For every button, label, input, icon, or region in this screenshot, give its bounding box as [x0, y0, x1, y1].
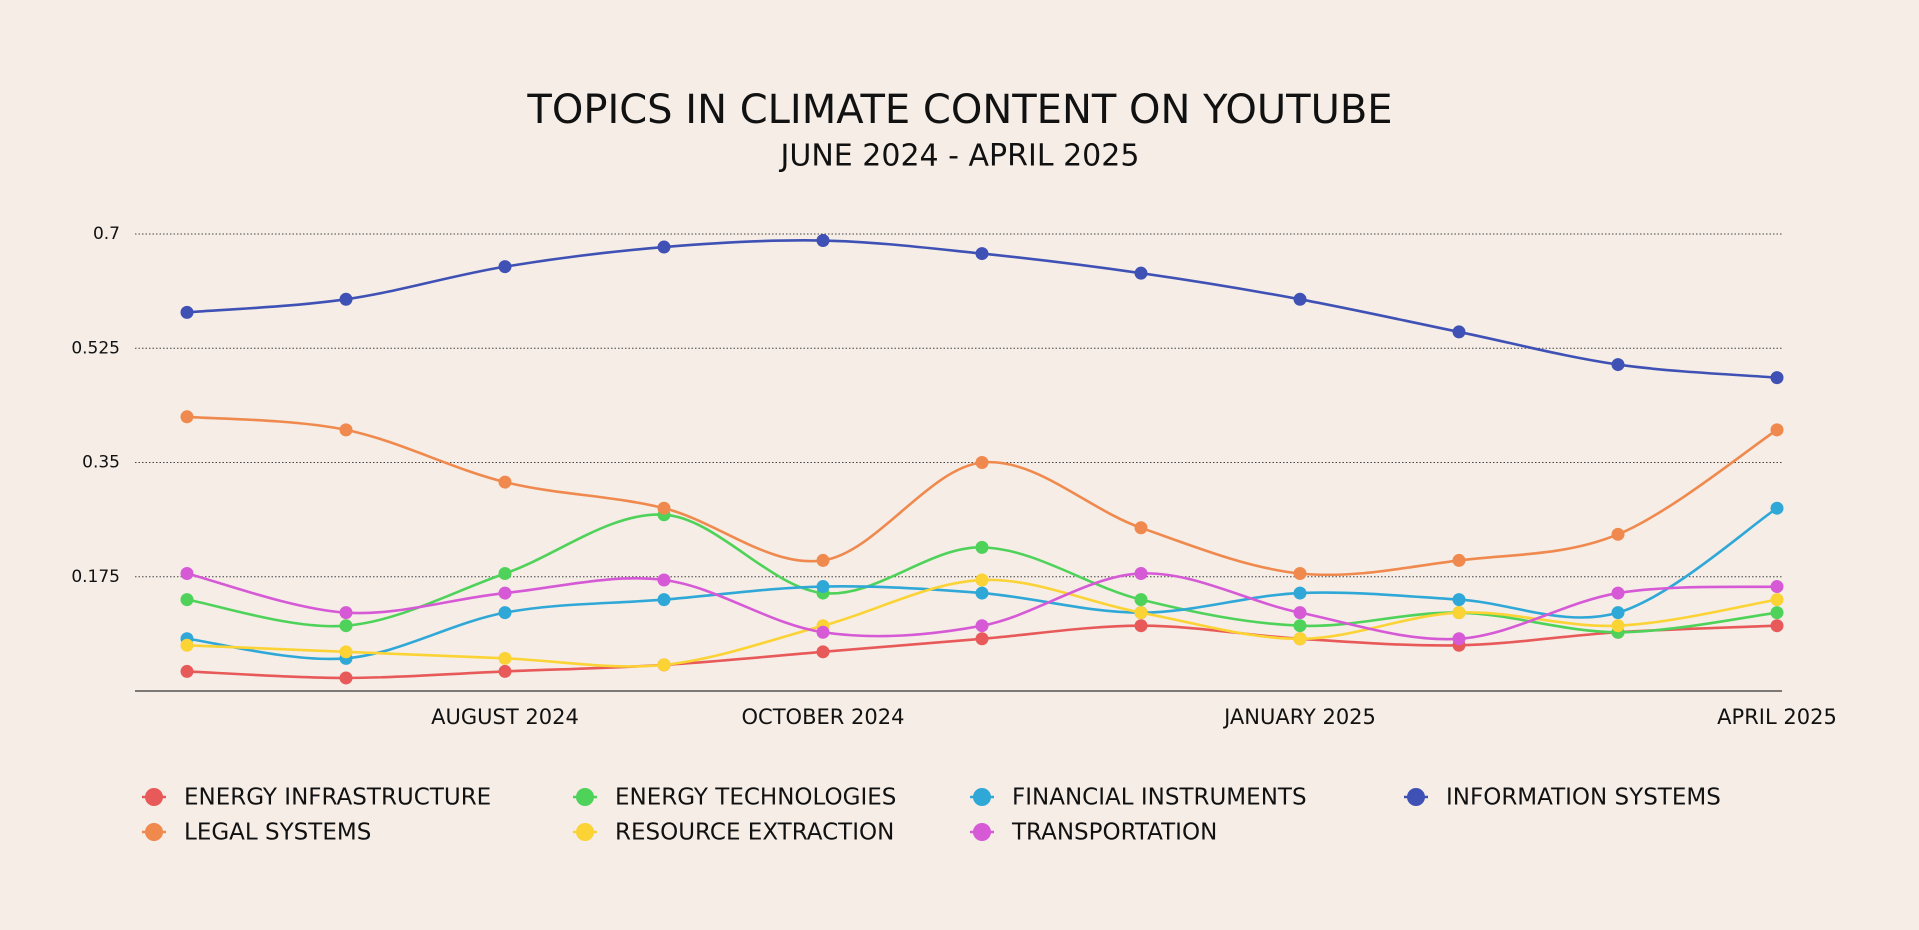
data-point — [339, 671, 353, 685]
x-tick-label: APRIL 2025 — [1717, 705, 1837, 729]
data-point — [498, 664, 512, 678]
data-point — [1293, 606, 1307, 620]
data-point — [1770, 619, 1784, 633]
data-point — [975, 573, 989, 587]
x-tick-label: AUGUST 2024 — [431, 705, 579, 729]
data-point — [657, 501, 671, 515]
legend-label: RESOURCE EXTRACTION — [615, 820, 894, 846]
data-point — [498, 475, 512, 489]
data-point — [180, 638, 194, 652]
data-point — [975, 632, 989, 646]
data-point — [180, 410, 194, 424]
legend-swatch — [145, 823, 163, 841]
data-point — [1134, 606, 1148, 620]
data-point — [1134, 266, 1148, 280]
chart-subtitle: JUNE 2024 - APRIL 2025 — [779, 139, 1140, 174]
data-point — [816, 580, 830, 594]
data-point — [975, 247, 989, 261]
data-point — [975, 586, 989, 600]
legend-label: FINANCIAL INSTRUMENTS — [1012, 785, 1307, 811]
data-point — [1611, 586, 1625, 600]
y-tick-label: 0.35 — [82, 453, 120, 473]
data-point — [1770, 423, 1784, 437]
data-point — [975, 456, 989, 469]
data-point — [1770, 580, 1784, 594]
data-point — [1452, 553, 1466, 567]
data-point — [1293, 619, 1307, 633]
data-point — [339, 619, 353, 633]
data-point — [1770, 593, 1784, 607]
legend-label: ENERGY INFRASTRUCTURE — [184, 785, 491, 811]
data-point — [1770, 501, 1784, 515]
data-point — [1293, 292, 1307, 306]
data-point — [1452, 606, 1466, 620]
data-point — [816, 234, 830, 248]
data-point — [180, 566, 194, 580]
data-point — [339, 292, 353, 306]
legend-swatch — [145, 788, 163, 806]
data-point — [1452, 632, 1466, 646]
data-point — [498, 566, 512, 580]
data-point — [816, 625, 830, 639]
data-point — [1293, 586, 1307, 600]
y-tick-label: 0.7 — [93, 224, 120, 244]
data-point — [1134, 593, 1148, 607]
data-point — [1134, 619, 1148, 633]
data-point — [1134, 521, 1148, 535]
data-point — [1770, 371, 1784, 385]
data-point — [1611, 606, 1625, 620]
data-point — [498, 586, 512, 600]
legend-swatch — [1407, 788, 1425, 806]
data-point — [975, 619, 989, 633]
legend-label: ENERGY TECHNOLOGIES — [615, 785, 896, 811]
data-point — [339, 645, 353, 659]
data-point — [498, 260, 512, 274]
data-point — [339, 423, 353, 437]
y-tick-label: 0.525 — [71, 338, 120, 358]
x-tick-label: OCTOBER 2024 — [742, 705, 905, 729]
x-tick-label: JANUARY 2025 — [1222, 705, 1376, 729]
legend-label: LEGAL SYSTEMS — [184, 820, 371, 846]
chart-title: TOPICS IN CLIMATE CONTENT ON YOUTUBE — [526, 87, 1392, 133]
data-point — [657, 593, 671, 607]
data-point — [975, 540, 989, 554]
legend-swatch — [973, 788, 991, 806]
data-point — [657, 573, 671, 587]
legend-label: INFORMATION SYSTEMS — [1446, 785, 1721, 811]
data-point — [1770, 606, 1784, 620]
data-point — [816, 645, 830, 659]
data-point — [1293, 632, 1307, 646]
data-point — [339, 606, 353, 620]
data-point — [1452, 593, 1466, 607]
data-point — [816, 553, 830, 567]
data-point — [498, 606, 512, 620]
legend-label: TRANSPORTATION — [1011, 820, 1217, 846]
legend-swatch — [576, 788, 594, 806]
data-point — [180, 593, 194, 607]
data-point — [657, 658, 671, 672]
data-point — [1134, 566, 1148, 580]
data-point — [1611, 527, 1625, 541]
data-point — [498, 651, 512, 665]
legend-swatch — [576, 823, 594, 841]
data-point — [1611, 619, 1625, 633]
data-point — [1611, 358, 1625, 372]
legend-swatch — [973, 823, 991, 841]
data-point — [657, 240, 671, 254]
data-point — [180, 664, 194, 678]
data-point — [1452, 325, 1466, 339]
data-point — [1293, 566, 1307, 580]
data-point — [180, 305, 194, 319]
y-tick-label: 0.175 — [71, 567, 120, 587]
